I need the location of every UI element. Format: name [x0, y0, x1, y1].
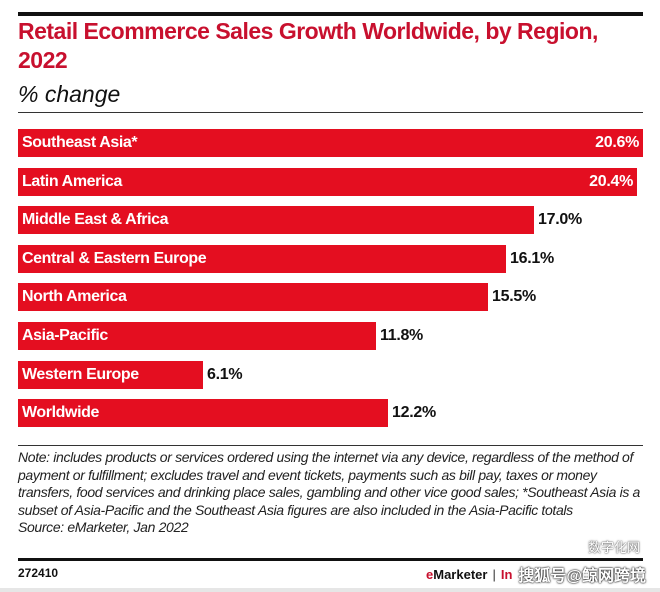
chart-id: 272410	[18, 566, 59, 580]
bottom-rule	[18, 558, 643, 561]
chart-note: Note: includes products or services orde…	[18, 449, 646, 537]
value-label: 6.1%	[207, 366, 243, 383]
category-label: Worldwide	[22, 404, 99, 421]
bar	[18, 168, 637, 196]
note-rule	[18, 445, 643, 446]
watermark: 搜狐号@鲸网跨境	[518, 568, 646, 585]
bar-chart: Southeast Asia* 20.6% Latin America 20.4% Mi…	[18, 129, 643, 427]
category-label: Western Europe	[22, 366, 139, 383]
value-label: 11.8%	[380, 327, 423, 344]
brand-marketer: Marketer	[433, 566, 488, 582]
bar	[18, 399, 388, 427]
category-label: Latin America	[22, 173, 123, 190]
subtitle-rule	[18, 112, 643, 113]
value-label: 16.1%	[510, 250, 554, 267]
value-label: 12.2%	[392, 404, 436, 421]
footer-right: eMarketer | In 搜狐号@鲸网跨境	[426, 562, 646, 586]
value-label: 20.4%	[589, 173, 633, 190]
category-label: Middle East & Africa	[22, 211, 169, 228]
bar	[18, 283, 488, 311]
brand-insider: In	[500, 566, 513, 582]
category-label: Asia-Pacific	[22, 327, 108, 344]
chart-title: Retail Ecommerce Sales Growth Worldwide,…	[18, 18, 598, 73]
brand-e: e	[426, 566, 434, 582]
watermark-top: 数字化网	[587, 540, 640, 555]
category-label: Southeast Asia*	[22, 134, 138, 151]
bar	[18, 129, 643, 157]
value-label: 17.0%	[538, 211, 582, 228]
bar	[18, 245, 506, 273]
bar	[18, 322, 376, 350]
source-text: Source: eMarketer, Jan 2022	[18, 519, 189, 535]
category-label: Central & Eastern Europe	[22, 250, 207, 267]
brand-separator: |	[492, 566, 496, 582]
brand-logo: eMarketer | In	[426, 567, 512, 582]
bar	[18, 206, 534, 234]
bar	[18, 361, 203, 389]
value-label: 20.6%	[595, 134, 639, 151]
value-label: 15.5%	[492, 288, 536, 305]
note-text: Note: includes products or services orde…	[18, 449, 640, 518]
bottom-strip	[0, 588, 660, 592]
top-rule	[18, 12, 643, 16]
category-label: North America	[22, 288, 127, 305]
chart-subtitle: % change	[18, 81, 121, 107]
